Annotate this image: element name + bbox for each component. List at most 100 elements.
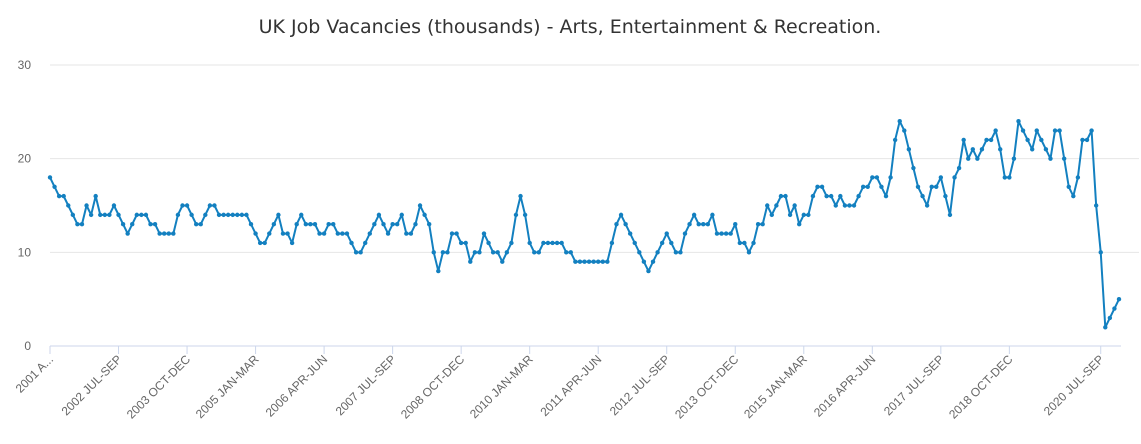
data-point [463,240,468,246]
data-point [669,240,674,246]
data-point [527,240,532,246]
data-point [1066,184,1071,189]
data-point [257,240,263,246]
data-point [929,184,934,189]
data-point [774,203,779,208]
data-point [431,250,436,255]
data-point [723,231,729,236]
data-point [344,231,350,236]
data-point [422,212,427,218]
data-point [564,250,569,255]
x-tick-label: 2011 APR-JUN [538,352,605,419]
data-point [1057,128,1062,133]
data-point [947,212,953,218]
data-point [1107,315,1113,321]
data-point [1030,147,1035,152]
data-point [943,193,948,199]
data-point [513,212,519,218]
data-point [253,231,258,236]
data-point [737,240,743,246]
x-tick-label: 2015 JAN-MAR [741,352,810,421]
data-point [399,212,404,218]
data-point [166,231,171,236]
x-tick-label: 2002 JUL-SEP [59,352,125,418]
data-point [134,212,139,218]
data-point [308,222,313,227]
x-tick-label: 2020 JUL-SEP [1041,352,1107,418]
data-point [678,250,683,255]
data-point [381,222,386,227]
data-point [952,175,957,180]
data-point [244,212,249,218]
data-point [609,240,615,246]
data-point [600,259,605,264]
data-point [125,231,130,236]
data-point [1039,137,1044,143]
data-point [440,250,446,255]
data-point [152,222,158,227]
data-point [1112,306,1117,311]
grid [50,64,1139,253]
data-point [143,212,149,218]
x-tick-label: 2013 OCT-DEC [672,352,742,422]
data-point [340,231,345,236]
data-point [111,203,117,208]
data-point [458,240,464,246]
data-point [851,203,857,208]
data-point [1089,128,1094,133]
x-tick-label: 2003 OCT-DEC [124,352,194,422]
data-point [472,250,478,255]
data-point [993,128,998,133]
data-point [765,203,770,208]
chart-title: UK Job Vacancies (thousands) - Arts, Ent… [259,16,882,38]
series-layer [47,119,1122,330]
data-point [751,240,756,246]
data-point [1007,175,1012,180]
data-point [509,240,514,246]
data-point [376,212,382,218]
data-point [828,193,834,199]
data-point [641,259,647,264]
data-point [915,184,921,189]
data-point [769,212,774,218]
data-point [902,128,907,133]
data-point [865,184,870,189]
data-point [490,250,496,255]
data-point [271,222,277,227]
data-point [760,222,765,227]
data-point [755,222,761,227]
data-point [906,147,912,152]
data-point [312,222,318,227]
data-point [248,222,254,227]
data-point [742,240,747,246]
data-point [586,259,592,264]
data-point [778,193,784,199]
data-point [1043,147,1049,152]
data-point [1116,296,1122,302]
data-point [806,212,811,218]
data-point [924,203,930,208]
data-point [349,240,354,246]
data-point [303,222,309,227]
data-point [93,193,98,199]
data-point [504,250,510,255]
data-point [897,119,902,124]
data-point [367,231,372,236]
data-point [363,240,368,246]
data-point [285,231,290,236]
data-point [1103,325,1108,330]
data-point [321,231,327,236]
data-point [225,212,231,218]
data-point [1025,137,1030,143]
data-point [545,240,551,246]
data-point [705,222,711,227]
data-point [207,203,213,208]
data-point [139,212,144,218]
data-point [819,184,825,189]
data-point [797,222,802,227]
y-tick-label: 20 [18,152,32,166]
data-point [212,203,217,208]
data-point [714,231,720,236]
